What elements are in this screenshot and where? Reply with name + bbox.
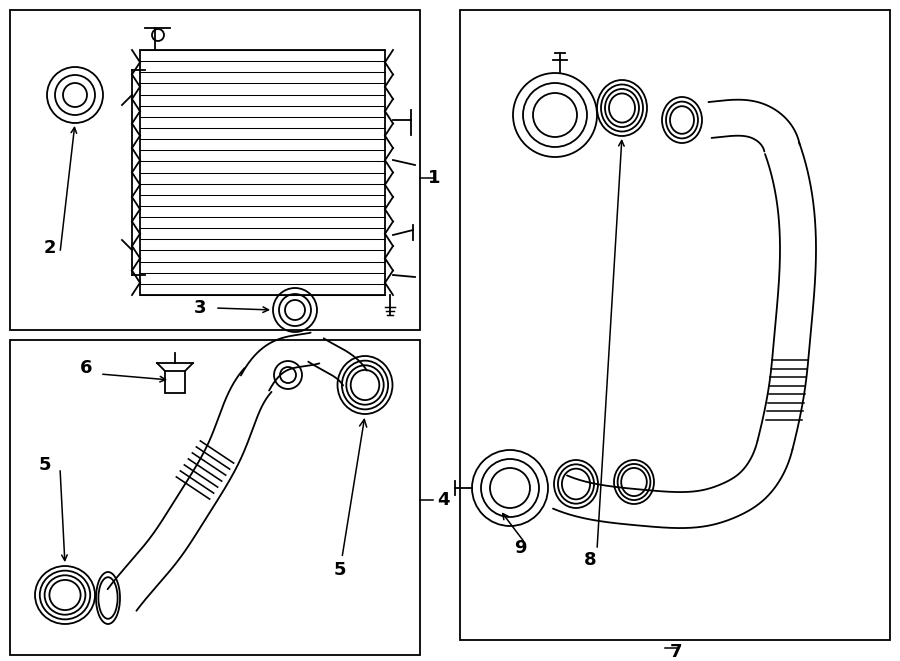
Text: 4: 4 xyxy=(437,491,449,509)
Text: 2: 2 xyxy=(44,239,56,257)
Bar xyxy=(10,10,420,330)
Bar xyxy=(165,371,185,393)
Text: 3: 3 xyxy=(194,299,206,317)
Text: 6: 6 xyxy=(79,359,92,377)
Bar xyxy=(460,10,890,640)
Text: 1: 1 xyxy=(428,169,440,187)
Text: 9: 9 xyxy=(514,539,526,557)
Text: 5: 5 xyxy=(334,420,366,579)
Bar xyxy=(140,50,385,295)
Text: 5: 5 xyxy=(39,456,51,474)
Text: 7: 7 xyxy=(670,643,682,661)
Bar xyxy=(10,340,420,655)
Text: 8: 8 xyxy=(584,551,597,569)
